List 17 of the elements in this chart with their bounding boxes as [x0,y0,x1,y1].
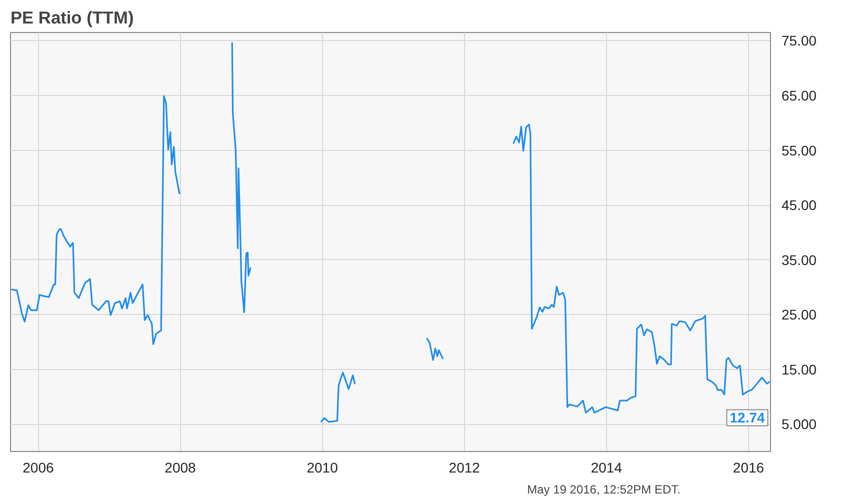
text: May 19 2016, 12:52PM EDT. [527,482,681,496]
y-tick-label: 5.000 [782,416,817,432]
y-tick-label: 75.00 [782,32,817,49]
y-tick-label: 35.00 [782,252,817,268]
y-tick-label: 45.00 [782,197,817,214]
x-tick-label: 2012 [448,460,480,476]
x-tick-label: 2016 [732,460,764,476]
chart-title: PE Ratio (TTM) [10,8,134,28]
y-tick-label: 25.00 [782,306,817,323]
y-tick-label: 15.00 [782,361,817,378]
annotation: 12.74 [730,410,766,426]
x-tick-label: 2008 [164,460,196,476]
x-tick-label: 2010 [306,460,338,476]
x-tick-label: 2006 [22,460,54,476]
y-tick-label: 65.00 [782,87,817,104]
y-tick-label: 55.00 [782,142,817,158]
x-tick-label: 2014 [590,460,622,476]
